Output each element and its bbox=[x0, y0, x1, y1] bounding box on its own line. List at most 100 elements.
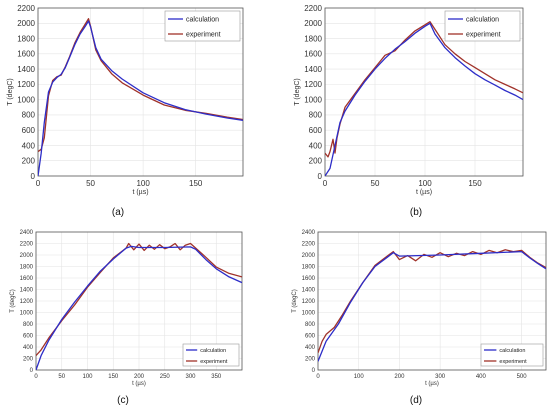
legend-label-calculation: calculation bbox=[186, 16, 219, 23]
legend-label-experiment: experiment bbox=[186, 31, 221, 38]
y-tick-label: 0 bbox=[31, 172, 36, 181]
y-tick-label: 600 bbox=[305, 334, 316, 340]
y-axis-label: T (degC) bbox=[10, 289, 16, 313]
y-tick-label: 2000 bbox=[302, 253, 316, 259]
y-tick-label: 0 bbox=[30, 368, 34, 374]
x-tick-label: 300 bbox=[435, 374, 446, 380]
x-tick-label: 200 bbox=[394, 374, 405, 380]
x-tick-label: 150 bbox=[108, 374, 119, 380]
y-tick-label: 1800 bbox=[302, 265, 316, 271]
panel-label: (d) bbox=[410, 395, 422, 406]
y-tick-label: 1400 bbox=[304, 65, 322, 74]
legend-label-experiment: experiment bbox=[499, 359, 527, 365]
y-tick-label: 2200 bbox=[302, 242, 316, 248]
y-tick-label: 200 bbox=[22, 157, 36, 166]
y-tick-label: 2200 bbox=[20, 242, 34, 248]
y-tick-label: 1000 bbox=[20, 311, 34, 317]
series-line-experiment bbox=[325, 21, 523, 158]
y-tick-label: 2000 bbox=[20, 253, 34, 259]
y-tick-label: 1200 bbox=[302, 299, 316, 305]
y-tick-label: 400 bbox=[22, 141, 36, 150]
series-line-experiment bbox=[318, 249, 546, 354]
x-axis-label: t (µs) bbox=[132, 189, 148, 196]
series-line-calculation bbox=[36, 245, 242, 370]
y-tick-label: 1000 bbox=[17, 95, 35, 104]
x-tick-label: 100 bbox=[418, 179, 432, 188]
x-axis-label: t (µs) bbox=[416, 189, 432, 196]
y-tick-label: 0 bbox=[312, 368, 316, 374]
x-tick-label: 0 bbox=[36, 179, 41, 188]
y-tick-label: 1200 bbox=[20, 299, 34, 305]
x-tick-label: 100 bbox=[82, 374, 93, 380]
x-tick-label: 400 bbox=[476, 374, 487, 380]
panel-2: 0200400600800100012001400160018002000220… bbox=[294, 4, 524, 218]
legend-box bbox=[480, 343, 544, 367]
panel-1: 0200400600800100012001400160018002000220… bbox=[7, 4, 244, 218]
x-tick-label: 0 bbox=[323, 179, 328, 188]
y-tick-label: 1600 bbox=[302, 276, 316, 282]
y-tick-label: 400 bbox=[23, 345, 34, 351]
x-tick-label: 150 bbox=[468, 179, 482, 188]
x-tick-label: 100 bbox=[354, 374, 365, 380]
series-line-calculation bbox=[38, 20, 243, 176]
legend-label-calculation: calculation bbox=[466, 16, 499, 23]
y-tick-label: 2000 bbox=[304, 19, 322, 28]
y-tick-label: 200 bbox=[23, 357, 34, 363]
y-tick-label: 400 bbox=[305, 345, 316, 351]
y-tick-label: 600 bbox=[22, 126, 36, 135]
legend-label-experiment: experiment bbox=[466, 31, 501, 38]
y-tick-label: 400 bbox=[309, 141, 323, 150]
x-tick-label: 0 bbox=[34, 374, 38, 380]
legend-label-calculation: calculation bbox=[499, 348, 525, 354]
y-tick-label: 800 bbox=[305, 322, 316, 328]
series-line-calculation bbox=[318, 250, 546, 362]
x-axis-label: t (µs) bbox=[132, 381, 146, 387]
x-tick-label: 100 bbox=[136, 179, 150, 188]
plot-frame bbox=[317, 231, 547, 371]
legend-label-calculation: calculation bbox=[200, 348, 226, 354]
legend: calculation experiment bbox=[182, 343, 240, 367]
panel-3: 0200400600800100012001400160018002000220… bbox=[10, 230, 243, 406]
plot-frame bbox=[324, 7, 524, 177]
series-line-calculation bbox=[325, 22, 523, 176]
y-tick-label: 600 bbox=[309, 126, 323, 135]
y-axis-label: T (degC) bbox=[294, 78, 301, 106]
y-tick-label: 2400 bbox=[20, 230, 34, 236]
plot-frame bbox=[37, 7, 244, 177]
y-tick-label: 1800 bbox=[20, 265, 34, 271]
x-tick-label: 300 bbox=[185, 374, 196, 380]
y-tick-label: 1800 bbox=[304, 34, 322, 43]
legend: calculation experiment bbox=[444, 10, 521, 42]
y-tick-label: 1600 bbox=[304, 50, 322, 59]
x-tick-label: 50 bbox=[371, 179, 380, 188]
x-tick-label: 500 bbox=[517, 374, 528, 380]
y-tick-label: 1000 bbox=[302, 311, 316, 317]
y-tick-label: 2200 bbox=[304, 4, 322, 13]
y-tick-label: 1200 bbox=[304, 80, 322, 89]
legend: calculation experiment bbox=[164, 10, 241, 42]
plot-frame bbox=[35, 231, 243, 371]
y-tick-label: 0 bbox=[318, 172, 323, 181]
x-tick-label: 50 bbox=[58, 374, 65, 380]
y-tick-label: 1600 bbox=[17, 50, 35, 59]
y-tick-label: 1600 bbox=[20, 276, 34, 282]
legend: calculation experiment bbox=[480, 343, 544, 367]
y-tick-label: 200 bbox=[305, 357, 316, 363]
series-line-experiment bbox=[36, 242, 242, 357]
panel-label: (b) bbox=[410, 207, 422, 218]
y-tick-label: 2400 bbox=[302, 230, 316, 236]
y-tick-label: 1200 bbox=[17, 80, 35, 89]
y-tick-label: 800 bbox=[22, 111, 36, 120]
y-tick-label: 1400 bbox=[20, 288, 34, 294]
legend-box bbox=[164, 10, 241, 42]
y-tick-label: 1400 bbox=[302, 288, 316, 294]
y-tick-label: 200 bbox=[309, 157, 323, 166]
x-tick-label: 50 bbox=[86, 179, 95, 188]
panel-4: 0 200 400 600 800 1000 1200 1400 1600 1800 2000 220… bbox=[292, 230, 547, 406]
x-tick-label: 250 bbox=[160, 374, 171, 380]
y-tick-label: 600 bbox=[23, 334, 34, 340]
panel-label: (a) bbox=[112, 207, 124, 218]
y-tick-label: 1000 bbox=[304, 95, 322, 104]
x-tick-label: 200 bbox=[134, 374, 145, 380]
y-tick-label: 2000 bbox=[17, 19, 35, 28]
